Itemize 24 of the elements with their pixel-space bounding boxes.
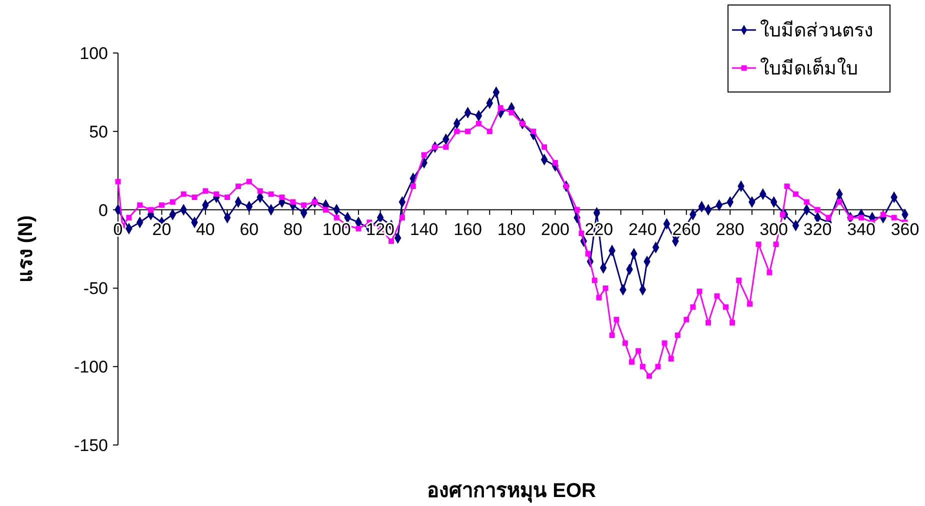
y-tick-label: 50: [89, 122, 108, 142]
x-tick-label: 240: [628, 220, 657, 239]
x-tick-label: 180: [497, 220, 526, 239]
y-tick-label: 0: [98, 200, 108, 220]
y-tick-label: -150: [74, 436, 108, 455]
legend-label: ใบมีดเต็มใบ: [760, 56, 858, 80]
legend-label: ใบมีดส่วนตรง: [760, 20, 873, 42]
x-tick-label: 60: [240, 220, 259, 239]
x-tick-label: 80: [283, 220, 302, 239]
y-axis-title: แรง (N): [15, 215, 37, 283]
x-tick-label: 360: [890, 220, 920, 239]
x-tick-label: 100: [322, 220, 351, 239]
x-tick-label: 340: [847, 220, 876, 239]
y-tick-label: 100: [80, 44, 108, 63]
x-tick-label: 280: [716, 220, 744, 239]
x-tick-label: 140: [410, 220, 438, 239]
x-tick-label: 160: [454, 220, 482, 239]
y-tick-label: -50: [83, 279, 108, 298]
y-tick-label: -100: [74, 358, 108, 377]
x-tick-label: 320: [803, 220, 832, 239]
x-axis-title: องศาการหมุน EOR: [427, 480, 596, 503]
x-tick-label: 20: [152, 220, 172, 239]
x-tick-label: 200: [541, 220, 570, 239]
x-tick-label: 40: [196, 220, 215, 239]
